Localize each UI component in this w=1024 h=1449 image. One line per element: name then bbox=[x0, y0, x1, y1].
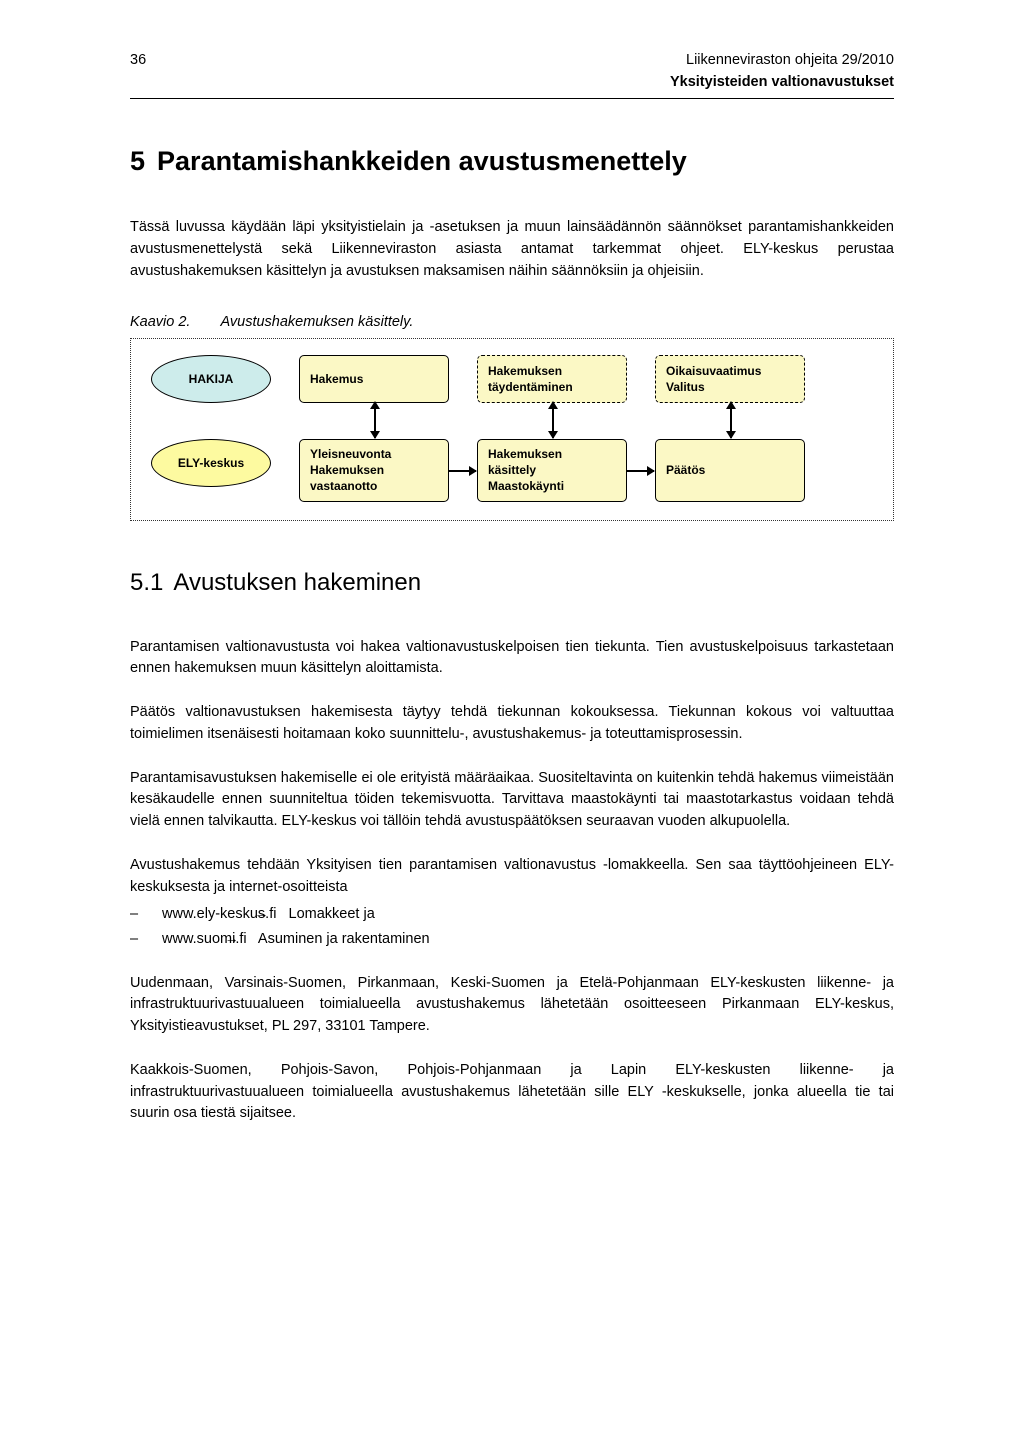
para-1: Parantamisen valtionavustusta voi hakea … bbox=[130, 637, 894, 681]
box-yn-l2: Hakemuksen bbox=[310, 462, 438, 478]
box-paatos-label: Päätös bbox=[666, 462, 794, 478]
chapter-heading: 5 Parantamishankkeiden avustusmenettely bbox=[130, 141, 894, 182]
arrow-icon: → bbox=[280, 902, 284, 924]
box-taydentaminen: Hakemuksen täydentäminen bbox=[477, 355, 627, 403]
page-number: 36 bbox=[130, 50, 146, 72]
section-heading: 5.1 Avustuksen hakeminen bbox=[130, 565, 894, 601]
box-hakemus: Hakemus bbox=[299, 355, 449, 403]
box-kas-l1: Hakemuksen bbox=[488, 446, 616, 462]
connector-yn-right bbox=[448, 470, 476, 472]
box-oikaisu-l1: Oikaisuvaatimus bbox=[666, 363, 794, 379]
diagram-row-2: ELY-keskus Yleisneuvonta Hakemuksen vast… bbox=[151, 439, 873, 502]
actor-ely: ELY-keskus bbox=[151, 439, 271, 487]
section-title: Avustuksen hakeminen bbox=[173, 569, 421, 596]
link1-rest: Lomakkeet ja bbox=[289, 906, 375, 922]
connector-hakemus-down bbox=[374, 402, 376, 438]
box-yn-l1: Yleisneuvonta bbox=[310, 446, 438, 462]
para-3: Parantamisavustuksen hakemiselle ei ole … bbox=[130, 768, 894, 833]
diagram-row-1: HAKIJA Hakemus Hakemuksen täydentäminen … bbox=[151, 355, 873, 403]
header-right: Liikenneviraston ohjeita 29/2010 Yksityi… bbox=[670, 50, 894, 94]
section-number: 5.1 bbox=[130, 569, 163, 596]
caption-label: Kaavio 2. bbox=[130, 314, 190, 330]
header-rule bbox=[130, 98, 894, 99]
box-kas-l2: käsittely bbox=[488, 462, 616, 478]
box-kas-l3: Maastokäynti bbox=[488, 478, 616, 494]
connector-oikaisu-down bbox=[730, 402, 732, 438]
box-hakemus-label: Hakemus bbox=[310, 371, 438, 387]
actor-hakija: HAKIJA bbox=[151, 355, 271, 403]
para-5: Uudenmaan, Varsinais-Suomen, Pirkanmaan,… bbox=[130, 973, 894, 1038]
header-line2: Yksityisteiden valtionavustukset bbox=[670, 72, 894, 94]
box-oikaisu: Oikaisuvaatimus Valitus bbox=[655, 355, 805, 403]
para-6: Kaakkois-Suomen, Pohjois-Savon, Pohjois-… bbox=[130, 1060, 894, 1125]
chapter-title: Parantamishankkeiden avustusmenettely bbox=[157, 146, 687, 176]
header-line1: Liikenneviraston ohjeita 29/2010 bbox=[670, 50, 894, 72]
box-kasittely: Hakemuksen käsittely Maastokäynti bbox=[477, 439, 627, 502]
para-2: Päätös valtionavustuksen hakemisesta täy… bbox=[130, 702, 894, 746]
link2-rest: Asuminen ja rakentaminen bbox=[258, 931, 430, 947]
box-yleisneuvonta: Yleisneuvonta Hakemuksen vastaanotto bbox=[299, 439, 449, 502]
box-paatos: Päätös bbox=[655, 439, 805, 502]
flow-diagram: HAKIJA Hakemus Hakemuksen täydentäminen … bbox=[130, 338, 894, 521]
box-yn-l3: vastaanotto bbox=[310, 478, 438, 494]
arrow-icon: → bbox=[251, 927, 255, 949]
para-4: Avustushakemus tehdään Yksityisen tien p… bbox=[130, 855, 894, 899]
link-list: www.ely-keskus.fi → Lomakkeet ja www.suo… bbox=[130, 902, 894, 950]
page-header: 36 Liikenneviraston ohjeita 29/2010 Yksi… bbox=[130, 50, 894, 94]
link-item-2: www.suomi.fi → Asuminen ja rakentaminen bbox=[130, 927, 894, 951]
connector-kas-right bbox=[626, 470, 654, 472]
chapter-number: 5 bbox=[130, 146, 145, 176]
box-oikaisu-l2: Valitus bbox=[666, 379, 794, 395]
intro-paragraph: Tässä luvussa käydään läpi yksityistiela… bbox=[130, 217, 894, 282]
caption-text: Avustushakemuksen käsittely. bbox=[220, 314, 413, 330]
diagram-caption: Kaavio 2. Avustushakemuksen käsittely. bbox=[130, 312, 894, 334]
box-taydentaminen-l2: täydentäminen bbox=[488, 379, 616, 395]
link-item-1: www.ely-keskus.fi → Lomakkeet ja bbox=[130, 902, 894, 926]
connector-taydentaminen-down bbox=[552, 402, 554, 438]
box-taydentaminen-l1: Hakemuksen bbox=[488, 363, 616, 379]
